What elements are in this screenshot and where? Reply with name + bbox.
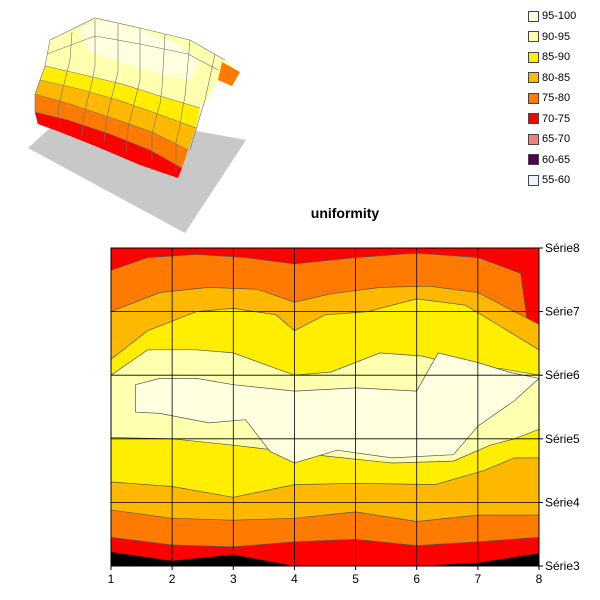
- surface-side-yellow: [40, 66, 200, 128]
- x-tick-label: 4: [291, 572, 298, 586]
- legend-label: 60-65: [542, 153, 571, 166]
- series-label: Série8: [545, 241, 580, 255]
- legend-label: 85-90: [542, 51, 571, 64]
- legend-item: 70-75: [528, 109, 600, 130]
- series-label: Série6: [545, 368, 580, 382]
- x-tick-label: 6: [413, 572, 420, 586]
- surface-side-red: [35, 112, 182, 178]
- x-tick-label: 3: [230, 572, 237, 586]
- legend-swatch: [528, 174, 539, 186]
- surface-top-highlight: [78, 20, 200, 80]
- legend-swatch: [528, 113, 539, 125]
- legend-swatch: [528, 51, 539, 63]
- surface-side-orange: [35, 94, 188, 168]
- legend-label: 65-70: [542, 133, 571, 146]
- series-label: Série3: [545, 559, 580, 573]
- chart-title: uniformity: [310, 205, 380, 221]
- legend-item: 60-65: [528, 150, 600, 171]
- legend-label: 70-75: [542, 112, 571, 125]
- x-tick-label: 5: [352, 572, 359, 586]
- legend-item: 55-60: [528, 170, 600, 191]
- legend-label: 75-80: [542, 92, 571, 105]
- legend-swatch: [528, 133, 539, 145]
- legend-item: 90-95: [528, 27, 600, 48]
- legend-item: 85-90: [528, 47, 600, 68]
- legend-label: 80-85: [542, 71, 571, 84]
- legend-item: 80-85: [528, 68, 600, 89]
- legend-item: 95-100: [528, 6, 600, 27]
- legend-swatch: [528, 92, 539, 104]
- legend-item: 65-70: [528, 129, 600, 150]
- series-label: Série4: [545, 495, 580, 509]
- surface-side-amber: [35, 80, 196, 150]
- plot-frame: [110, 247, 540, 567]
- surface-3d-plot: [28, 17, 246, 233]
- legend-swatch: [528, 154, 539, 166]
- x-tick-label: 2: [169, 572, 176, 586]
- x-tick-label: 1: [108, 572, 115, 586]
- chart-legend: 95-100 90-95 85-90 80-85 75-80 70-75 65-70 60-6…: [528, 6, 600, 191]
- legend-label: 95-100: [542, 10, 577, 23]
- legend-swatch: [528, 10, 539, 22]
- contour-band-bottom: [111, 552, 539, 566]
- legend-label: 90-95: [542, 30, 571, 43]
- series-label: Série5: [545, 432, 580, 446]
- surface-grid: [34, 17, 226, 174]
- x-tick-label: 7: [475, 572, 482, 586]
- legend-swatch: [528, 31, 539, 43]
- legend-swatch: [528, 72, 539, 84]
- series-label: Série7: [545, 305, 580, 319]
- legend-item: 75-80: [528, 88, 600, 109]
- surface-back-edge: [218, 62, 240, 86]
- x-tick-label: 8: [536, 572, 543, 586]
- legend-label: 55-60: [542, 174, 571, 187]
